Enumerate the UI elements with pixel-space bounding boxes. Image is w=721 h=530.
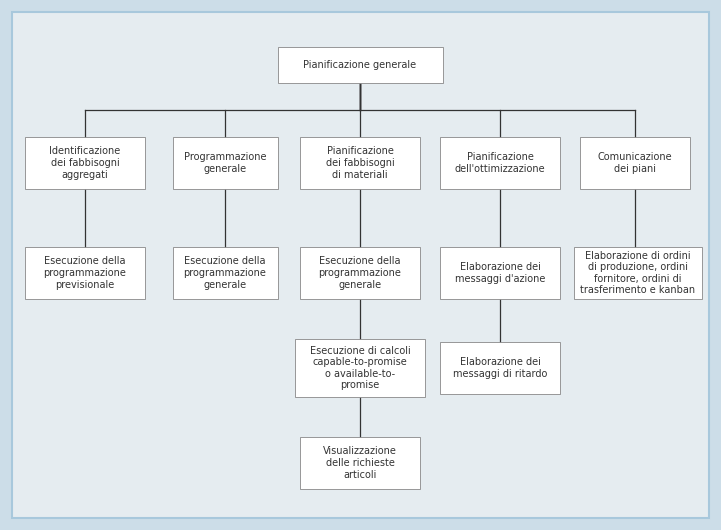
FancyBboxPatch shape xyxy=(25,137,145,189)
Text: Pianificazione generale: Pianificazione generale xyxy=(304,60,417,70)
Text: Elaborazione di ordini
di produzione, ordini
fornitore, ordini di
trasferimento : Elaborazione di ordini di produzione, or… xyxy=(580,251,696,295)
FancyBboxPatch shape xyxy=(440,137,560,189)
FancyBboxPatch shape xyxy=(12,12,709,518)
FancyBboxPatch shape xyxy=(300,247,420,299)
Text: Pianificazione
dei fabbisogni
di materiali: Pianificazione dei fabbisogni di materia… xyxy=(326,146,394,180)
FancyBboxPatch shape xyxy=(300,137,420,189)
Text: Programmazione
generale: Programmazione generale xyxy=(184,152,266,174)
FancyBboxPatch shape xyxy=(580,137,690,189)
Text: Elaborazione dei
messaggi d'azione: Elaborazione dei messaggi d'azione xyxy=(455,262,545,284)
Text: Esecuzione di calcoli
capable-to-promise
o available-to-
promise: Esecuzione di calcoli capable-to-promise… xyxy=(309,346,410,391)
Text: Esecuzione della
programmazione
generale: Esecuzione della programmazione generale xyxy=(184,257,267,289)
Text: Visualizzazione
delle richieste
articoli: Visualizzazione delle richieste articoli xyxy=(323,446,397,480)
Text: Esecuzione della
programmazione
previsionale: Esecuzione della programmazione previsio… xyxy=(43,257,126,289)
FancyBboxPatch shape xyxy=(278,47,443,83)
FancyBboxPatch shape xyxy=(172,137,278,189)
Text: Elaborazione dei
messaggi di ritardo: Elaborazione dei messaggi di ritardo xyxy=(453,357,547,379)
FancyBboxPatch shape xyxy=(440,342,560,394)
Text: Pianificazione
dell'ottimizzazione: Pianificazione dell'ottimizzazione xyxy=(455,152,545,174)
FancyBboxPatch shape xyxy=(574,247,702,299)
Text: Identificazione
dei fabbisogni
aggregati: Identificazione dei fabbisogni aggregati xyxy=(49,146,120,180)
Text: Comunicazione
dei piani: Comunicazione dei piani xyxy=(598,152,672,174)
FancyBboxPatch shape xyxy=(25,247,145,299)
FancyBboxPatch shape xyxy=(295,339,425,397)
FancyBboxPatch shape xyxy=(300,437,420,489)
FancyBboxPatch shape xyxy=(440,247,560,299)
FancyBboxPatch shape xyxy=(172,247,278,299)
Text: Esecuzione della
programmazione
generale: Esecuzione della programmazione generale xyxy=(319,257,402,289)
